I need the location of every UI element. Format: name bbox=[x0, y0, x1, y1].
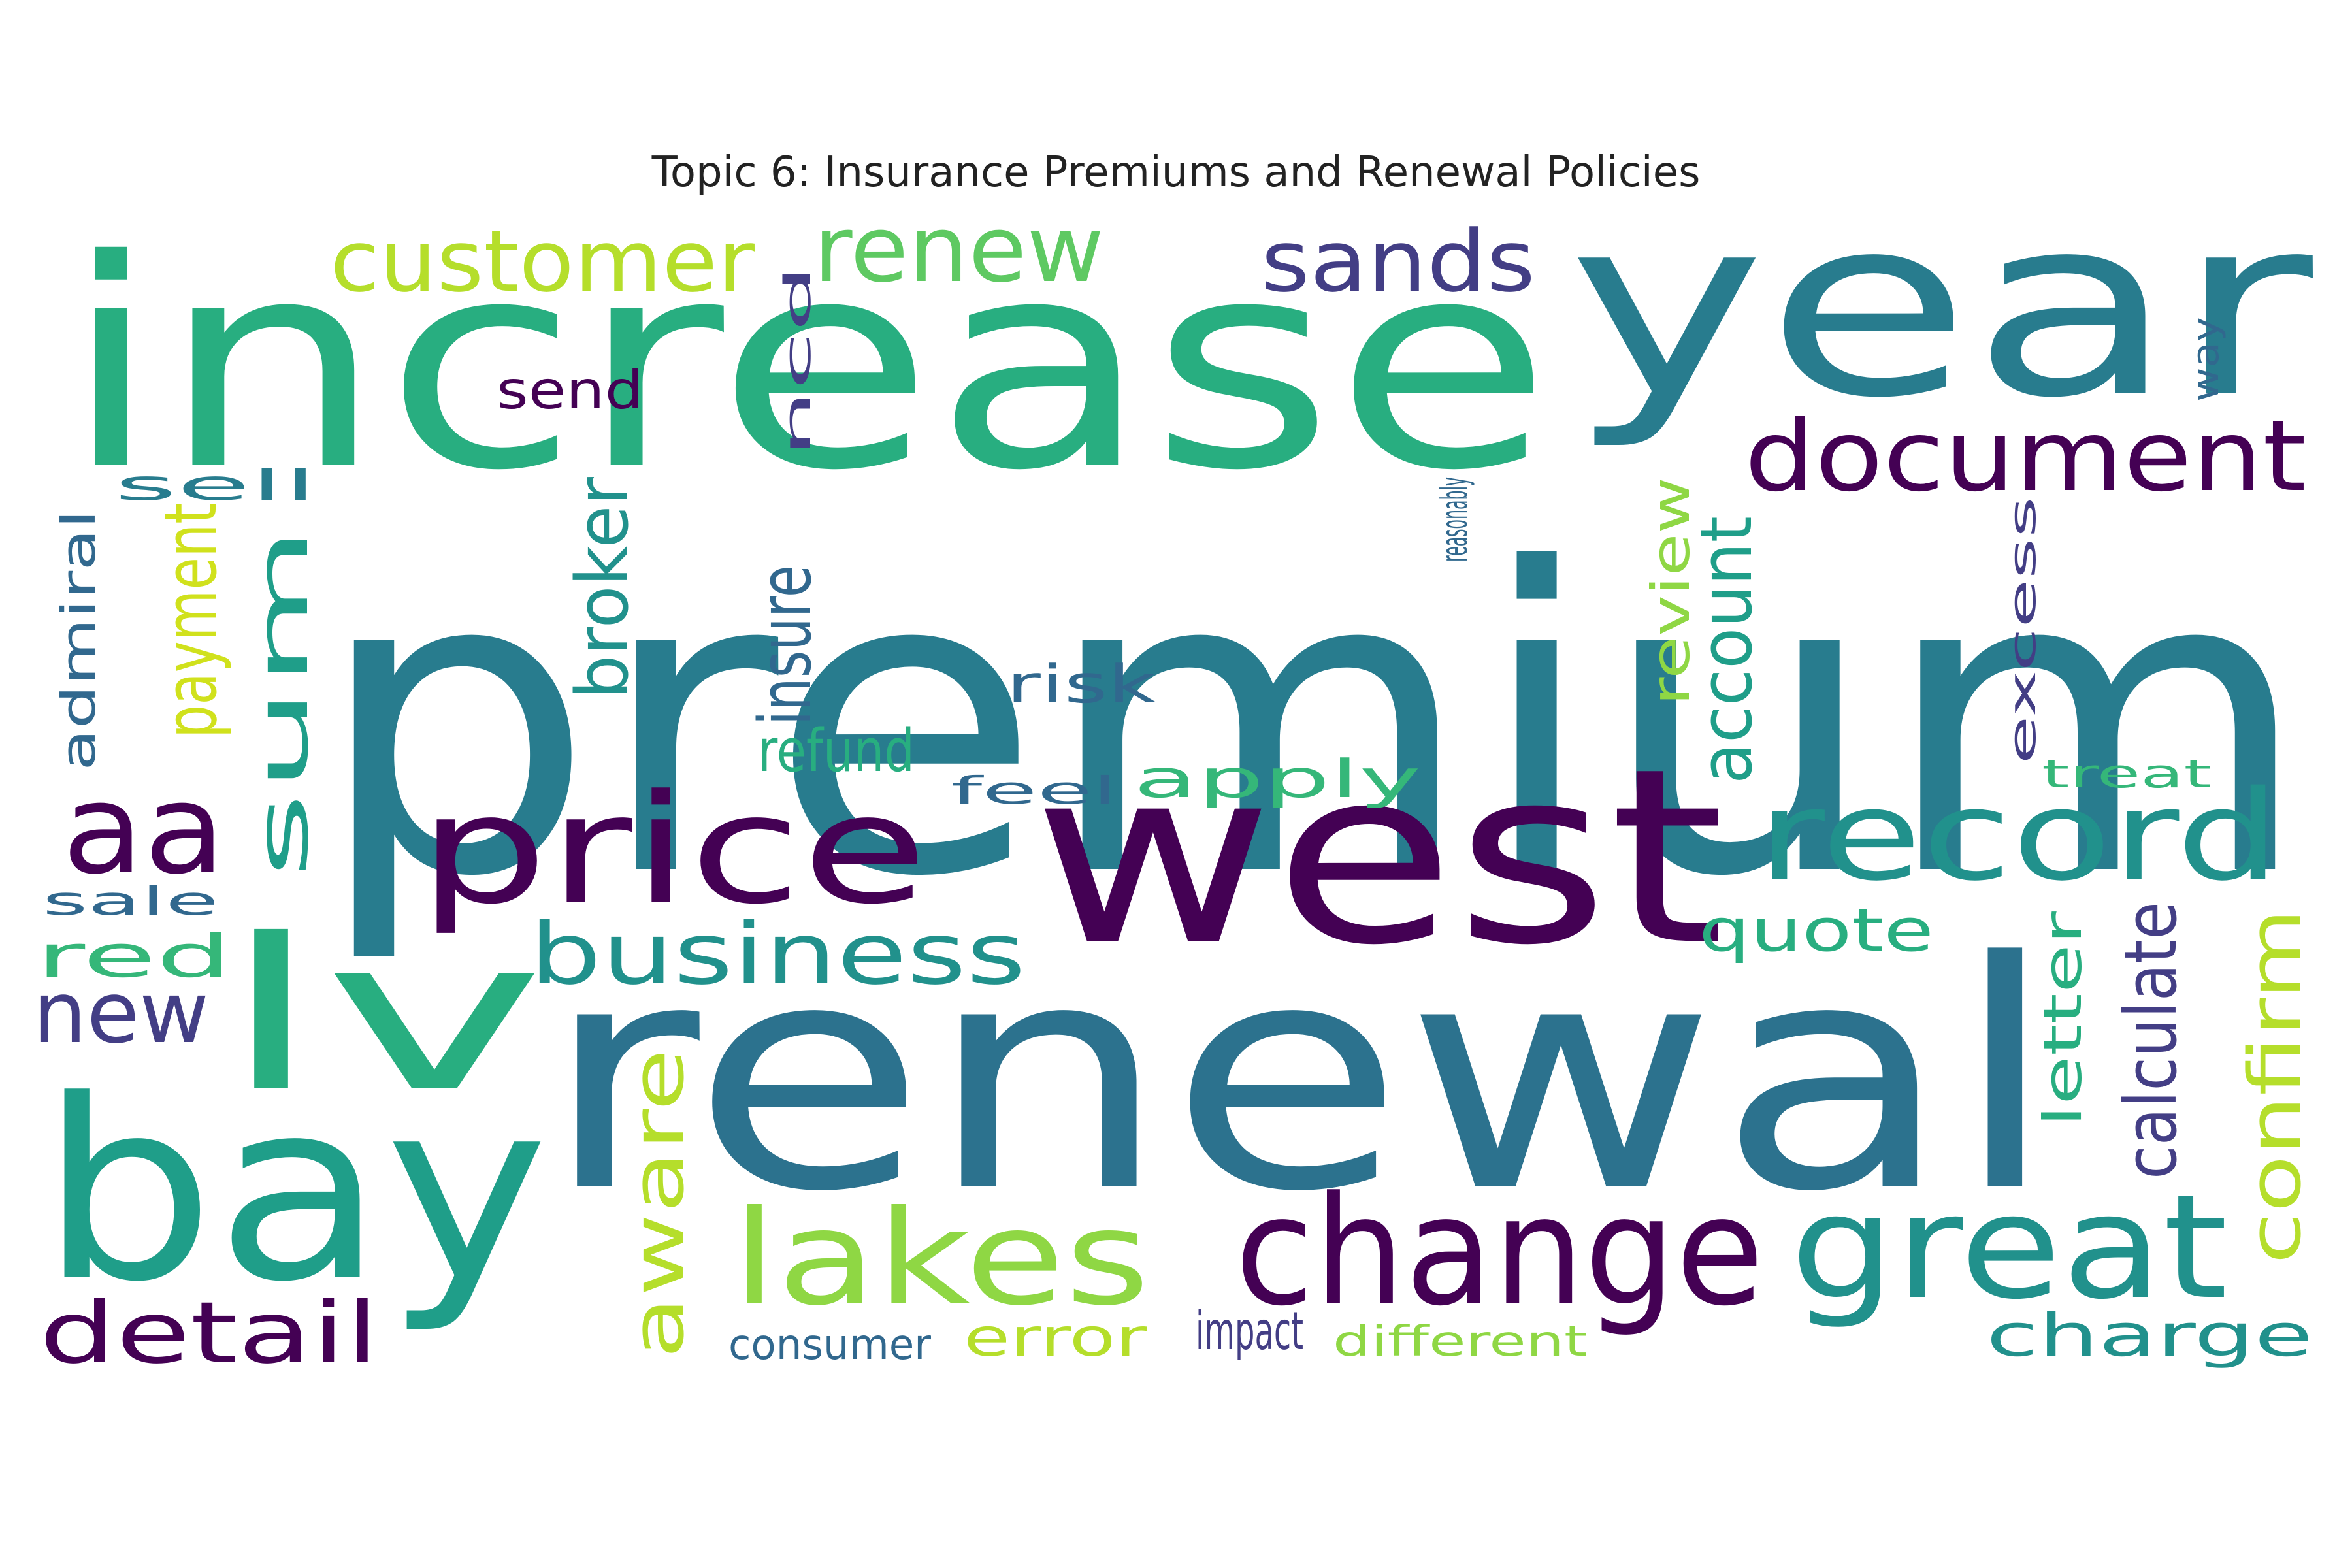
word-aa: aa bbox=[62, 757, 225, 902]
word-new: new bbox=[33, 963, 209, 1062]
word-broker: review bbox=[1641, 477, 1701, 706]
word-send: broker bbox=[561, 476, 644, 699]
word-record: record bbox=[1757, 764, 2280, 908]
word-premium: premium bbox=[314, 481, 2313, 968]
word-charge: confirm bbox=[2233, 908, 2317, 1264]
word-apply: calculate bbox=[2109, 902, 2193, 1179]
word-risk: payment bbox=[149, 503, 233, 738]
word-different: charge bbox=[1986, 1301, 2313, 1370]
word-price: price bbox=[418, 763, 928, 938]
word-ncd: way bbox=[2185, 317, 2227, 402]
word-way: reasonably bbox=[1433, 477, 1476, 562]
word-sell: refund bbox=[758, 717, 915, 785]
word-quote: aware bbox=[616, 1049, 700, 1359]
word-review: sale bbox=[42, 879, 219, 924]
word-aware: error bbox=[964, 1307, 1147, 1368]
word-admiral: ncd bbox=[777, 265, 819, 457]
word-bay: bay bbox=[39, 1047, 549, 1336]
word-sum: impact bbox=[1196, 1301, 1303, 1362]
word-customer: customer bbox=[330, 212, 755, 311]
word-sands: sands bbox=[1261, 212, 1535, 311]
word-year: year bbox=[1568, 163, 2316, 452]
word-increase: increase bbox=[62, 199, 1552, 533]
word-feel: send bbox=[497, 360, 644, 421]
word-account: sell bbox=[114, 462, 317, 510]
word-confirm: consumer bbox=[728, 1321, 932, 1369]
word-lakes: lakes bbox=[732, 1183, 1150, 1335]
word-treat: red bbox=[36, 923, 232, 991]
word-payment: admiral bbox=[51, 510, 106, 771]
word-sale: risk bbox=[1006, 654, 1157, 715]
word-calculate: different bbox=[1333, 1318, 1588, 1366]
word-document: document bbox=[1744, 400, 2306, 514]
word-renew: renew bbox=[813, 197, 1104, 303]
word-excess: treat bbox=[2042, 751, 2212, 797]
word-renewal: renewal bbox=[542, 895, 2058, 1260]
word-detail: detail bbox=[39, 1283, 379, 1382]
word-lv: lv bbox=[219, 894, 546, 1137]
word-error: account bbox=[1684, 516, 1768, 784]
word-business: business bbox=[529, 904, 1026, 1004]
word-great: great bbox=[1790, 1164, 2228, 1331]
word-reasonably: excess bbox=[2002, 497, 2044, 764]
word-letter: feel bbox=[951, 768, 1117, 813]
word-change: change bbox=[1235, 1165, 1764, 1339]
word-impact: quote bbox=[1699, 896, 1934, 965]
word-consumer: apply bbox=[1134, 749, 1421, 809]
word-west: west bbox=[1032, 717, 1725, 998]
word-insure: letter bbox=[2033, 911, 2093, 1127]
word-red: insure bbox=[743, 565, 827, 725]
chart-title: Topic 6: Insurance Premiums and Renewal … bbox=[651, 148, 1701, 197]
word-refund: sum bbox=[240, 526, 324, 879]
